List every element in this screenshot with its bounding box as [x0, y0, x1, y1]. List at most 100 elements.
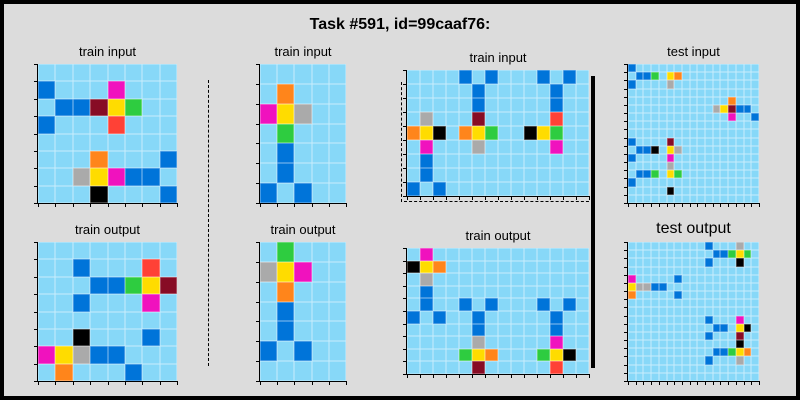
- grid-cell: [674, 250, 682, 259]
- grid-cell: [681, 266, 690, 275]
- grid-cell: [537, 70, 550, 84]
- axis-tick: [403, 196, 407, 197]
- grid-cell: [142, 81, 160, 99]
- grid-cell: [420, 126, 433, 140]
- grid-cell: [72, 150, 91, 169]
- grid-cell: [743, 331, 752, 341]
- grid-cell: [643, 372, 652, 381]
- grid-cell: [712, 291, 721, 300]
- grid-cell: [697, 145, 706, 154]
- grid-cell: [472, 273, 485, 286]
- grid-cell: [712, 331, 721, 341]
- grid-cell: [728, 331, 736, 341]
- grid-cell: [643, 291, 652, 300]
- grid-cell: [635, 96, 644, 105]
- grid-cell: [751, 137, 759, 146]
- grid-cell: [705, 250, 713, 259]
- grid-cell: [743, 242, 752, 251]
- grid-cell: [751, 348, 759, 357]
- grid-cell: [628, 88, 636, 97]
- grid-cell: [658, 372, 667, 381]
- grid-cell: [124, 98, 143, 117]
- grid-cell: [643, 274, 652, 283]
- grid-cell: [712, 145, 721, 154]
- grid-cell: [433, 168, 446, 182]
- grid-cell: [433, 140, 446, 154]
- grid-cell: [705, 145, 713, 154]
- grid-cell: [472, 98, 485, 112]
- grid-cell: [743, 104, 752, 114]
- grid-cell: [705, 282, 713, 292]
- axis-tick: [697, 381, 699, 385]
- grid-cell: [720, 242, 729, 251]
- axis-tick: [34, 381, 38, 382]
- grid-cell: [446, 168, 459, 182]
- grid-cell: [407, 126, 420, 140]
- grid-cell: [728, 348, 736, 357]
- axis-tick: [743, 381, 745, 385]
- grid-cell: [658, 88, 667, 97]
- grid-cell: [260, 163, 278, 184]
- grid-cell: [628, 299, 636, 308]
- axis-tick: [624, 129, 628, 131]
- grid-cell: [311, 83, 329, 104]
- grid-cell: [735, 258, 744, 267]
- axis-tick: [635, 203, 637, 207]
- grid-cell: [751, 323, 759, 332]
- grid-cell: [459, 140, 472, 154]
- grid-cell: [260, 361, 278, 381]
- test-input-grid: [624, 64, 760, 207]
- grid-cell: [735, 121, 744, 130]
- grid-cell: [485, 70, 498, 84]
- grid-cell: [407, 298, 420, 311]
- grid-cell: [563, 168, 576, 182]
- grid-cell: [712, 282, 721, 292]
- grid-cell: [697, 194, 706, 203]
- grid-cell: [658, 348, 667, 357]
- grid-cell: [420, 154, 433, 168]
- grid-cell: [563, 260, 576, 274]
- grid-cell: [720, 364, 729, 373]
- grid-cell: [651, 348, 659, 357]
- axis-tick: [37, 64, 38, 204]
- grid-cell: [735, 162, 744, 171]
- grid-cell: [537, 323, 550, 337]
- grid-cell: [524, 311, 537, 324]
- grid-cell: [666, 348, 675, 357]
- grid-cell: [511, 182, 524, 196]
- grid-cell: [407, 311, 420, 324]
- grid-cell: [666, 258, 675, 267]
- grid-cell: [666, 170, 675, 179]
- axis-tick: [472, 374, 473, 378]
- grid-cell: [674, 299, 682, 308]
- axis-tick: [277, 203, 279, 207]
- axis-tick: [720, 203, 722, 207]
- grid-cell: [735, 129, 744, 138]
- grid-cell: [107, 185, 125, 203]
- grid-cell: [728, 364, 736, 373]
- axis-tick: [720, 381, 722, 385]
- grid-cell: [689, 170, 698, 179]
- axis-tick: [403, 323, 407, 325]
- grid-cell: [563, 140, 576, 154]
- grid-cell: [328, 64, 346, 84]
- axis-tick: [524, 374, 525, 378]
- grid-cell: [712, 104, 721, 114]
- grid-cell: [635, 315, 644, 324]
- grid-cell: [459, 298, 472, 311]
- grid-cell: [498, 140, 511, 154]
- axis-tick: [666, 203, 668, 207]
- grid-cell: [511, 285, 524, 299]
- grid-cell: [689, 96, 698, 105]
- grid-cell: [472, 361, 485, 374]
- grid-cell: [498, 126, 511, 140]
- grid-cell: [666, 372, 675, 381]
- grid-cell: [674, 129, 682, 138]
- grid-cell: [485, 361, 498, 374]
- axis-tick: [627, 242, 628, 382]
- grid-cell: [697, 113, 706, 122]
- grid-cell: [705, 307, 713, 316]
- grid-cell: [628, 331, 636, 341]
- axis-tick: [407, 374, 408, 378]
- grid-cell: [446, 140, 459, 154]
